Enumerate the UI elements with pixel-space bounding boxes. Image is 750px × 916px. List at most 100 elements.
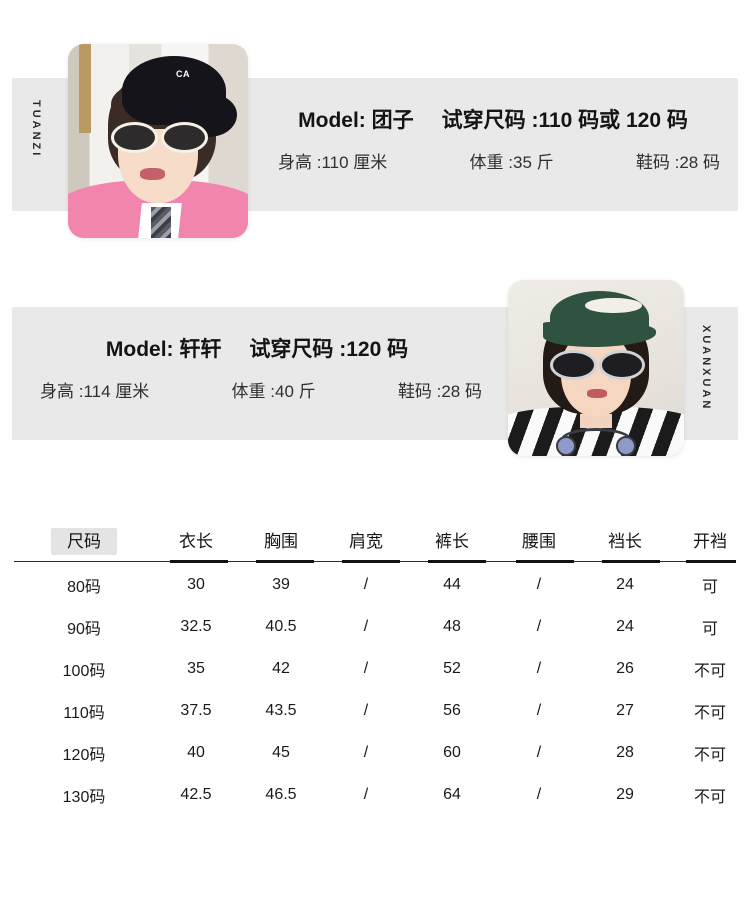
model-height: 身高 :110 厘米 [278,153,388,172]
column-header-pants-length: 裤长 [435,531,469,551]
photo-mouth [587,389,607,398]
model-try-size: 试穿尺码 :110 码或 120 码 [441,109,688,132]
cell-open-crotch: 可 [701,579,718,596]
table-row: 130码 42.5 46.5 / 64 / 29 不可 [14,774,736,816]
model-try-size: 试穿尺码 :120 码 [249,338,409,361]
cell-pants-length: 48 [443,618,461,635]
model-name-label: Model: 团子 [298,109,414,132]
column-header-crotch-length: 裆长 [608,531,642,551]
model-shoe-size: 鞋码 :28 码 [635,153,720,172]
model-primary-row: Model: 轩轩 试穿尺码 :120 码 [22,333,492,363]
cell-shoulder-width: / [363,576,369,593]
rule-thick-3 [342,560,400,563]
photo-cap-brim [543,322,656,347]
sunglasses-lens-right [598,350,646,381]
model-weight: 体重 :35 斤 [469,153,554,172]
cell-crotch-length: 28 [616,744,634,761]
model-measurements-row: 身高 :110 厘米 体重 :35 斤 鞋码 :28 码 [258,148,728,173]
photo-doorframe [78,44,92,134]
cell-shoulder-width: / [363,744,369,761]
rule-thick-4 [428,560,486,563]
cell-waist: / [536,576,542,593]
photo-dark-sunglasses [550,350,646,381]
cell-size: 80码 [67,579,101,596]
cell-bust: 39 [272,576,290,593]
headphone-earcup-left [555,435,576,456]
model-height: 身高 :114 厘米 [40,382,150,401]
cell-pants-length: 60 [443,744,461,761]
table-row: 120码 40 45 / 60 / 28 不可 [14,732,736,774]
cell-garment-length: 37.5 [180,702,212,719]
cell-waist: / [536,786,542,803]
table-row: 90码 32.5 40.5 / 48 / 24 可 [14,606,736,648]
sunglasses-lens-left [111,121,159,153]
rule-thick-7 [686,560,736,563]
cell-size: 120码 [62,747,106,764]
cell-crotch-length: 24 [616,576,634,593]
photo-cap-logo-patch [585,297,642,314]
cell-waist: / [536,702,542,719]
column-header-garment-length: 衣长 [179,531,213,551]
cell-shoulder-width: / [363,702,369,719]
cell-garment-length: 32.5 [180,618,212,635]
column-header-open-crotch: 开裆 [693,531,727,551]
cell-waist: / [536,660,542,677]
photo-plaid-tie [150,206,171,238]
size-chart-header-rule [14,560,736,564]
cell-shoulder-width: / [363,660,369,677]
size-chart-header-row: 尺码 衣长 胸围 肩宽 裤长 腰围 裆长 开裆 [14,520,736,558]
cell-shoulder-width: / [363,786,369,803]
cell-size: 90码 [67,621,101,638]
model-side-label-tuanzi: TUANZI [30,100,42,159]
cell-crotch-length: 26 [616,660,634,677]
size-chart-body: 80码 30 39 / 44 / 24 可 90码 32.5 40.5 / 48 / 24 可 100码 35 42… [14,564,736,816]
rule-thick-5 [516,560,574,563]
cell-garment-length: 30 [187,576,205,593]
cell-size: 110码 [63,705,105,722]
cell-size: 130码 [62,789,106,806]
model-photo-xuanxuan [508,280,684,456]
photo-white-sunglasses [111,121,209,153]
headphone-earcup-right [616,435,637,456]
cell-garment-length: 35 [187,660,205,677]
model-side-label-xuanxuan: XUANXUAN [700,325,712,412]
cell-size: 100码 [62,663,106,680]
cell-open-crotch: 可 [701,621,718,638]
cell-bust: 42 [272,660,290,677]
cell-waist: / [536,618,542,635]
photo-cap-logo: CA [176,69,190,80]
sunglasses-lens-right [161,121,209,153]
column-header-shoulder-width: 肩宽 [349,531,383,551]
cell-bust: 43.5 [265,702,297,719]
cell-garment-length: 40 [187,744,205,761]
cell-open-crotch: 不可 [693,747,726,764]
cell-bust: 45 [272,744,290,761]
cell-pants-length: 52 [443,660,461,677]
model-name-label: Model: 轩轩 [105,338,222,361]
cell-shoulder-width: / [363,618,369,635]
table-row: 110码 37.5 43.5 / 56 / 27 不可 [14,690,736,732]
model-primary-row: Model: 团子 试穿尺码 :110 码或 120 码 [258,104,728,134]
rule-thick-1 [170,560,228,563]
cell-pants-length: 44 [443,576,461,593]
model-info-text-tuanzi: Model: 团子 试穿尺码 :110 码或 120 码 身高 :110 厘米 … [258,104,728,173]
sunglasses-lens-left [550,350,597,381]
rule-thick-6 [602,560,660,563]
column-header-waist: 腰围 [522,531,556,551]
column-header-size: 尺码 [14,527,154,555]
photo-mouth [140,168,166,180]
model-shoe-size: 鞋码 :28 码 [397,382,482,401]
photo-headphones [555,427,637,456]
table-row: 100码 35 42 / 52 / 26 不可 [14,648,736,690]
column-header-bust: 胸围 [264,531,298,551]
rule-thick-2 [256,560,314,563]
cell-bust: 40.5 [265,618,297,635]
model-weight: 体重 :40 斤 [231,382,316,401]
cell-bust: 46.5 [265,786,297,803]
model-measurements-row: 身高 :114 厘米 体重 :40 斤 鞋码 :28 码 [22,377,492,402]
cell-pants-length: 56 [443,702,461,719]
cell-waist: / [536,744,542,761]
cell-open-crotch: 不可 [693,663,726,680]
cell-open-crotch: 不可 [693,789,726,806]
table-row: 80码 30 39 / 44 / 24 可 [14,564,736,606]
